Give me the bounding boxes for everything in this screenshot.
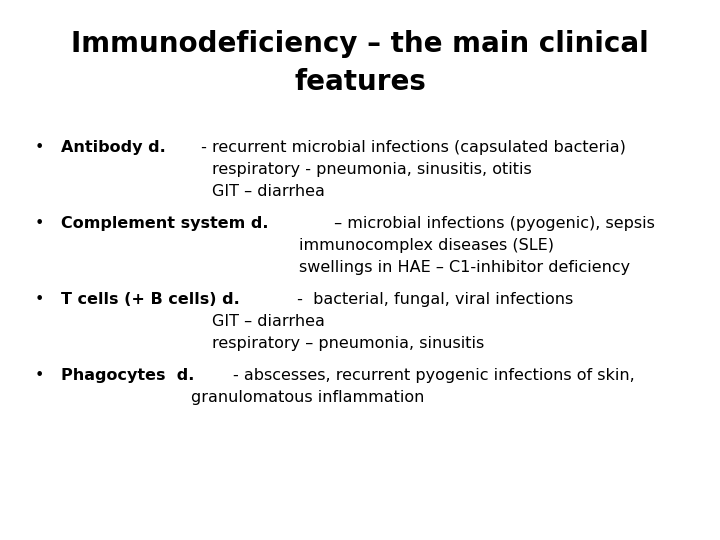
Text: •: •	[35, 140, 44, 155]
Text: granulomatous inflammation: granulomatous inflammation	[191, 390, 424, 405]
Text: features: features	[294, 68, 426, 96]
Text: •: •	[35, 292, 44, 307]
Text: immunocomplex diseases (SLE): immunocomplex diseases (SLE)	[299, 238, 554, 253]
Text: Phagocytes  d.: Phagocytes d.	[61, 368, 194, 383]
Text: respiratory – pneumonia, sinusitis: respiratory – pneumonia, sinusitis	[212, 336, 485, 351]
Text: T cells (+ B cells) d.: T cells (+ B cells) d.	[61, 292, 240, 307]
Text: – microbial infections (pyogenic), sepsis: – microbial infections (pyogenic), sepsi…	[329, 216, 654, 231]
Text: respiratory - pneumonia, sinusitis, otitis: respiratory - pneumonia, sinusitis, otit…	[212, 162, 532, 177]
Text: GIT – diarrhea: GIT – diarrhea	[212, 184, 325, 199]
Text: Complement system d.: Complement system d.	[61, 216, 269, 231]
Text: swellings in HAE – C1-inhibitor deficiency: swellings in HAE – C1-inhibitor deficien…	[299, 260, 630, 275]
Text: GIT – diarrhea: GIT – diarrhea	[212, 314, 325, 329]
Text: Immunodeficiency – the main clinical: Immunodeficiency – the main clinical	[71, 30, 649, 58]
Text: - abscesses, recurrent pyogenic infections of skin,: - abscesses, recurrent pyogenic infectio…	[233, 368, 635, 383]
Text: - recurrent microbial infections (capsulated bacteria): - recurrent microbial infections (capsul…	[197, 140, 626, 155]
Text: •: •	[35, 368, 44, 383]
Text: •: •	[35, 216, 44, 231]
Text: -  bacterial, fungal, viral infections: - bacterial, fungal, viral infections	[292, 292, 573, 307]
Text: Antibody d.: Antibody d.	[61, 140, 166, 155]
